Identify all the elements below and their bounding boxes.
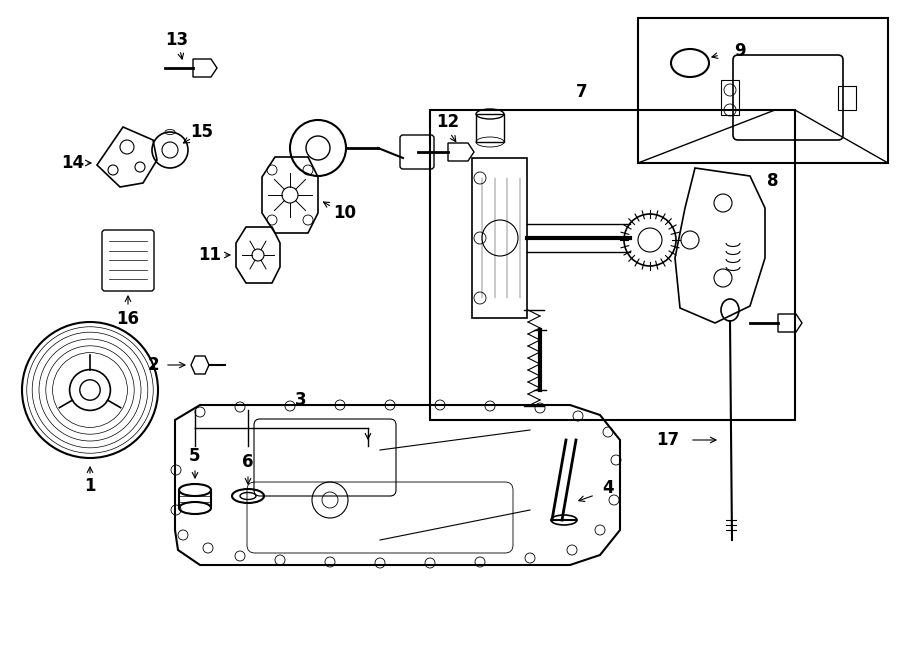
Bar xyxy=(430,110,795,420)
Text: 17: 17 xyxy=(656,431,680,449)
Text: 2: 2 xyxy=(148,356,158,374)
Text: 11: 11 xyxy=(199,246,221,264)
Text: 3: 3 xyxy=(295,391,307,409)
Bar xyxy=(721,80,739,115)
Text: 14: 14 xyxy=(61,154,85,172)
Text: 10: 10 xyxy=(334,204,356,222)
Bar xyxy=(472,158,527,318)
Text: 16: 16 xyxy=(116,310,140,328)
Text: 13: 13 xyxy=(166,31,189,49)
Text: 4: 4 xyxy=(602,479,614,497)
Text: 5: 5 xyxy=(189,447,201,465)
Text: 12: 12 xyxy=(436,113,460,131)
Text: 8: 8 xyxy=(767,172,778,190)
Text: 7: 7 xyxy=(576,83,588,101)
Bar xyxy=(638,18,888,163)
Text: 9: 9 xyxy=(734,42,746,60)
Bar xyxy=(838,86,856,110)
Text: 15: 15 xyxy=(191,123,213,141)
Text: 1: 1 xyxy=(85,477,95,495)
Text: 6: 6 xyxy=(242,453,254,471)
Bar xyxy=(476,114,504,142)
